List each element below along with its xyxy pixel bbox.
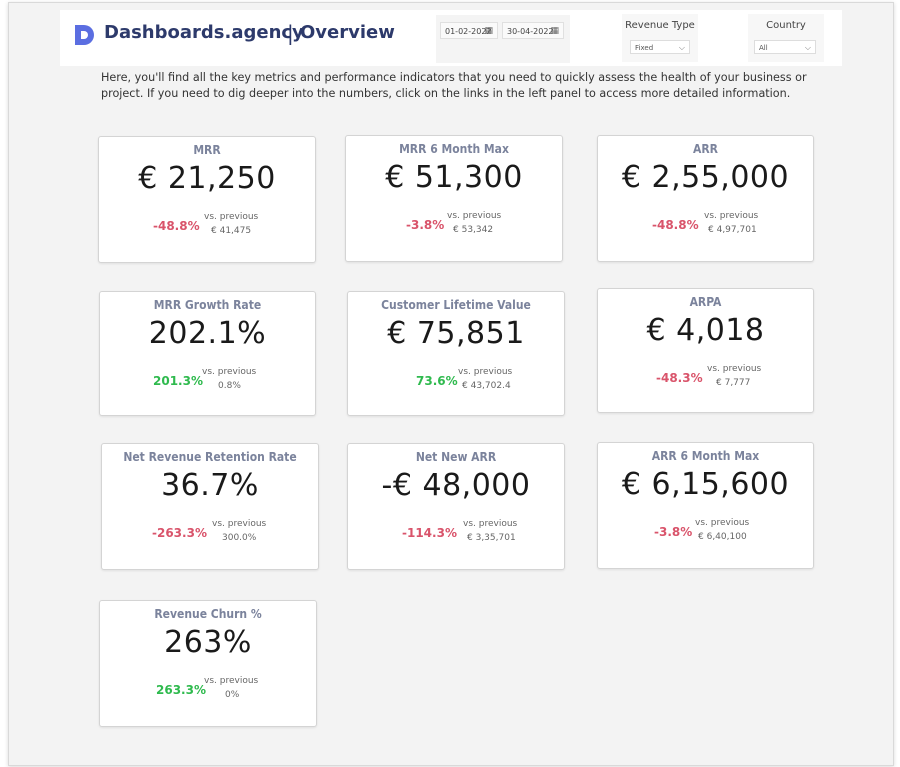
kpi-title: Net Revenue Retention Rate: [123, 450, 297, 464]
logo-icon: [75, 25, 94, 45]
country-filter: Country All ⌵: [748, 14, 824, 62]
kpi-vs-label: vs. previous: [204, 212, 259, 222]
kpi-delta: -48.8%: [153, 219, 200, 233]
start-date-value: 01-02-2022: [445, 27, 492, 36]
kpi-delta: -3.8%: [654, 525, 693, 539]
kpi-previous-value: € 3,35,701: [467, 533, 516, 543]
calendar-icon[interactable]: ▦: [550, 26, 559, 36]
kpi-card-arr-6-month-max[interactable]: ARR 6 Month Max € 6,15,600 -3.8% vs. pre…: [597, 442, 814, 569]
intro-text: Here, you'll find all the key metrics an…: [101, 71, 807, 100]
kpi-title: ARR 6 Month Max: [651, 449, 760, 463]
kpi-delta: -263.3%: [152, 526, 207, 540]
kpi-previous-value: € 43,702.4: [462, 381, 511, 391]
kpi-title: Net New ARR: [415, 450, 497, 464]
revenue-type-filter: Revenue Type Fixed ⌵: [622, 14, 698, 62]
kpi-value: € 21,250: [138, 161, 276, 196]
kpi-title: ARR: [693, 142, 718, 156]
kpi-delta: 201.3%: [153, 374, 203, 388]
kpi-vs-label: vs. previous: [707, 364, 762, 374]
kpi-previous-value: € 7,777: [716, 378, 751, 388]
kpi-previous-value: € 6,40,100: [698, 532, 747, 542]
country-dropdown[interactable]: All ⌵: [754, 40, 816, 54]
kpi-vs-label: vs. previous: [204, 676, 259, 686]
chevron-down-icon: ⌵: [678, 43, 685, 52]
kpi-vs-label: vs. previous: [202, 367, 257, 377]
end-date-value: 30-04-2022: [507, 27, 554, 36]
kpi-value: 202.1%: [148, 316, 267, 351]
title-separator: |: [287, 21, 294, 45]
kpi-delta: -3.8%: [406, 218, 445, 232]
brand-name: Dashboards.agency: [104, 22, 304, 43]
kpi-card-net-new-arr[interactable]: Net New ARR -€ 48,000 -114.3% vs. previo…: [347, 443, 565, 570]
kpi-title: ARPA: [689, 295, 722, 309]
kpi-previous-value: € 41,475: [211, 226, 252, 236]
kpi-vs-label: vs. previous: [704, 211, 759, 221]
kpi-card-mrr-6-month-max[interactable]: MRR 6 Month Max € 51,300 -3.8% vs. previ…: [345, 135, 563, 262]
kpi-value: 36.7%: [161, 468, 259, 503]
kpi-title: Revenue Churn %: [154, 607, 262, 621]
kpi-value: € 51,300: [385, 160, 523, 195]
country-value: All: [759, 44, 768, 52]
revenue-type-label: Revenue Type: [625, 20, 695, 31]
kpi-value: -€ 48,000: [381, 468, 531, 503]
kpi-delta: -114.3%: [402, 526, 457, 540]
kpi-vs-label: vs. previous: [695, 518, 750, 528]
kpi-card-net-revenue-retention-rate[interactable]: Net Revenue Retention Rate 36.7% -263.3%…: [101, 443, 319, 570]
chevron-down-icon: ⌵: [804, 43, 811, 52]
kpi-value: € 4,018: [646, 313, 765, 348]
kpi-card-revenue-churn[interactable]: Revenue Churn % 263% 263.3% vs. previous…: [99, 600, 317, 727]
kpi-title: MRR: [193, 143, 221, 157]
kpi-previous-value: 300.0%: [222, 533, 257, 543]
kpi-delta: -48.8%: [652, 218, 699, 232]
kpi-value: 263%: [164, 625, 252, 660]
kpi-vs-label: vs. previous: [447, 211, 502, 221]
calendar-icon[interactable]: ▦: [484, 26, 493, 36]
country-label: Country: [766, 20, 806, 31]
kpi-previous-value: € 4,97,701: [708, 225, 757, 235]
kpi-card-arpa[interactable]: ARPA € 4,018 -48.3% vs. previous € 7,777: [597, 288, 814, 413]
kpi-value: € 6,15,600: [621, 467, 790, 502]
kpi-title: MRR Growth Rate: [153, 298, 262, 312]
kpi-card-mrr-growth-rate[interactable]: MRR Growth Rate 202.1% 201.3% vs. previo…: [99, 291, 316, 416]
kpi-delta: -48.3%: [656, 371, 703, 385]
revenue-type-dropdown[interactable]: Fixed ⌵: [630, 40, 690, 54]
kpi-previous-value: € 53,342: [453, 225, 494, 235]
kpi-value: € 75,851: [387, 316, 525, 351]
kpi-title: MRR 6 Month Max: [399, 142, 509, 156]
kpi-card-customer-lifetime-value[interactable]: Customer Lifetime Value € 75,851 73.6% v…: [347, 291, 565, 416]
kpi-card-arr[interactable]: ARR € 2,55,000 -48.8% vs. previous € 4,9…: [597, 135, 814, 262]
kpi-vs-label: vs. previous: [458, 367, 513, 377]
kpi-value: € 2,55,000: [621, 160, 790, 195]
kpi-vs-label: vs. previous: [212, 519, 267, 529]
kpi-card-mrr[interactable]: MRR € 21,250 -48.8% vs. previous € 41,47…: [98, 136, 316, 263]
kpi-vs-label: vs. previous: [463, 519, 518, 529]
kpi-delta: 263.3%: [156, 683, 206, 697]
kpi-delta: 73.6%: [416, 374, 458, 388]
kpi-previous-value: 0.8%: [218, 381, 241, 391]
revenue-type-value: Fixed: [635, 44, 654, 52]
kpi-previous-value: 0%: [225, 690, 240, 700]
kpi-title: Customer Lifetime Value: [381, 298, 531, 312]
page-title: Overview: [300, 22, 395, 43]
start-date-input[interactable]: 01-02-2022 ▦: [440, 22, 498, 39]
end-date-input[interactable]: 30-04-2022 ▦: [502, 22, 564, 39]
